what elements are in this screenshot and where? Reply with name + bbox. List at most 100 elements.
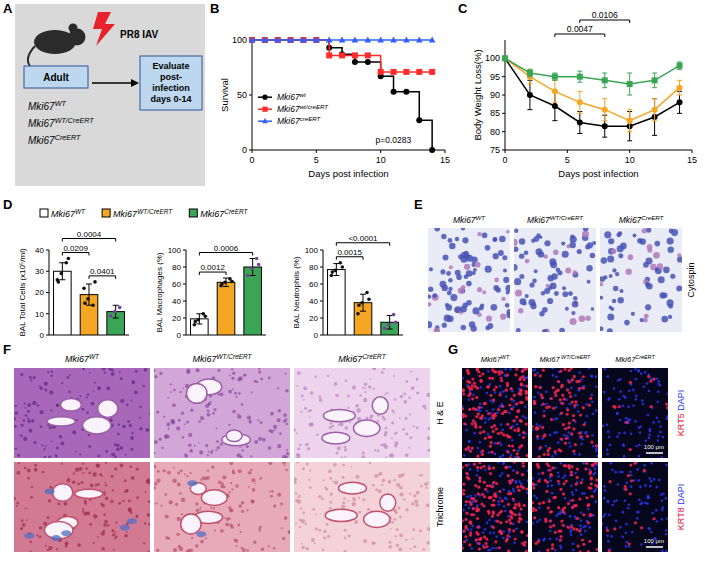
texture — [117, 433, 120, 436]
texture — [23, 437, 27, 441]
gene: Mki67 — [277, 92, 300, 102]
texture — [521, 375, 524, 378]
texture — [282, 462, 286, 464]
texture — [532, 369, 535, 372]
texture — [198, 442, 200, 444]
texture — [41, 444, 43, 446]
data-point — [387, 323, 391, 327]
texture — [463, 422, 466, 425]
texture — [97, 536, 99, 538]
y-tick — [502, 131, 505, 132]
p-value: 0.0012 — [200, 263, 225, 272]
texture — [309, 416, 311, 418]
texture — [120, 446, 124, 450]
error-bar — [113, 305, 119, 318]
texture — [369, 462, 372, 464]
texture — [516, 328, 521, 332]
texture — [217, 393, 219, 395]
texture — [105, 462, 107, 464]
texture — [639, 431, 642, 434]
allele: WT/CreERT — [560, 354, 591, 360]
texture — [479, 425, 482, 428]
texture — [658, 421, 661, 424]
texture — [492, 417, 495, 420]
texture — [207, 409, 210, 412]
texture — [130, 436, 134, 440]
texture — [580, 435, 583, 438]
texture — [641, 399, 644, 402]
texture — [154, 375, 157, 378]
texture — [542, 402, 545, 405]
texture — [515, 368, 518, 371]
micrograph — [14, 462, 150, 552]
texture — [238, 469, 242, 473]
texture — [231, 488, 233, 490]
texture — [601, 257, 607, 263]
texture — [333, 463, 337, 467]
texture — [493, 388, 496, 391]
data-point — [357, 303, 361, 307]
texture — [372, 368, 376, 370]
data-point — [246, 274, 250, 278]
texture — [305, 523, 307, 525]
texture — [33, 376, 36, 379]
mouse-tail — [28, 46, 35, 66]
texture — [394, 398, 397, 401]
airway — [181, 514, 201, 534]
texture — [578, 380, 581, 383]
texture — [468, 440, 471, 443]
texture — [382, 479, 386, 483]
error-bar — [59, 263, 65, 280]
texture — [494, 414, 497, 417]
y-axis-title: Body Weight Loss(%) — [472, 49, 483, 140]
texture — [363, 398, 367, 402]
texture — [396, 544, 399, 547]
gene: Mki67 — [453, 215, 476, 225]
texture — [479, 386, 482, 389]
row-label: H & E — [435, 401, 445, 425]
texture — [484, 437, 487, 440]
texture — [234, 392, 237, 395]
y-tick-label: 75 — [490, 145, 500, 155]
y-tick — [502, 76, 505, 77]
texture — [478, 374, 481, 377]
texture — [657, 435, 660, 438]
texture — [257, 419, 259, 421]
y-tick-label: 95 — [490, 72, 500, 82]
texture — [624, 320, 630, 326]
texture — [395, 535, 397, 537]
texture — [301, 394, 304, 397]
texture — [399, 533, 403, 537]
texture — [355, 404, 359, 408]
genotype-label: Mki67CreERT — [338, 353, 386, 364]
texture — [487, 370, 490, 373]
texture — [166, 423, 170, 427]
texture — [499, 456, 502, 458]
data-point — [91, 303, 95, 307]
texture — [508, 412, 511, 415]
texture — [154, 440, 158, 444]
texture — [554, 291, 559, 296]
y-tick-label: 60 — [309, 280, 318, 289]
texture — [241, 449, 243, 451]
texture — [492, 408, 495, 411]
texture — [186, 421, 189, 424]
texture — [489, 445, 492, 448]
texture — [43, 448, 45, 450]
texture — [301, 519, 305, 523]
data-point — [502, 55, 508, 61]
texture — [416, 391, 419, 394]
bracket — [89, 276, 116, 279]
data-point — [394, 320, 398, 324]
texture — [541, 426, 544, 429]
texture — [389, 541, 392, 544]
texture — [412, 528, 415, 531]
texture — [362, 451, 365, 454]
texture — [424, 407, 426, 409]
texture — [574, 400, 577, 403]
plot-marks — [502, 55, 683, 141]
texture — [136, 467, 139, 470]
x-tick — [567, 150, 568, 153]
data-point — [403, 89, 409, 95]
texture — [522, 436, 525, 439]
